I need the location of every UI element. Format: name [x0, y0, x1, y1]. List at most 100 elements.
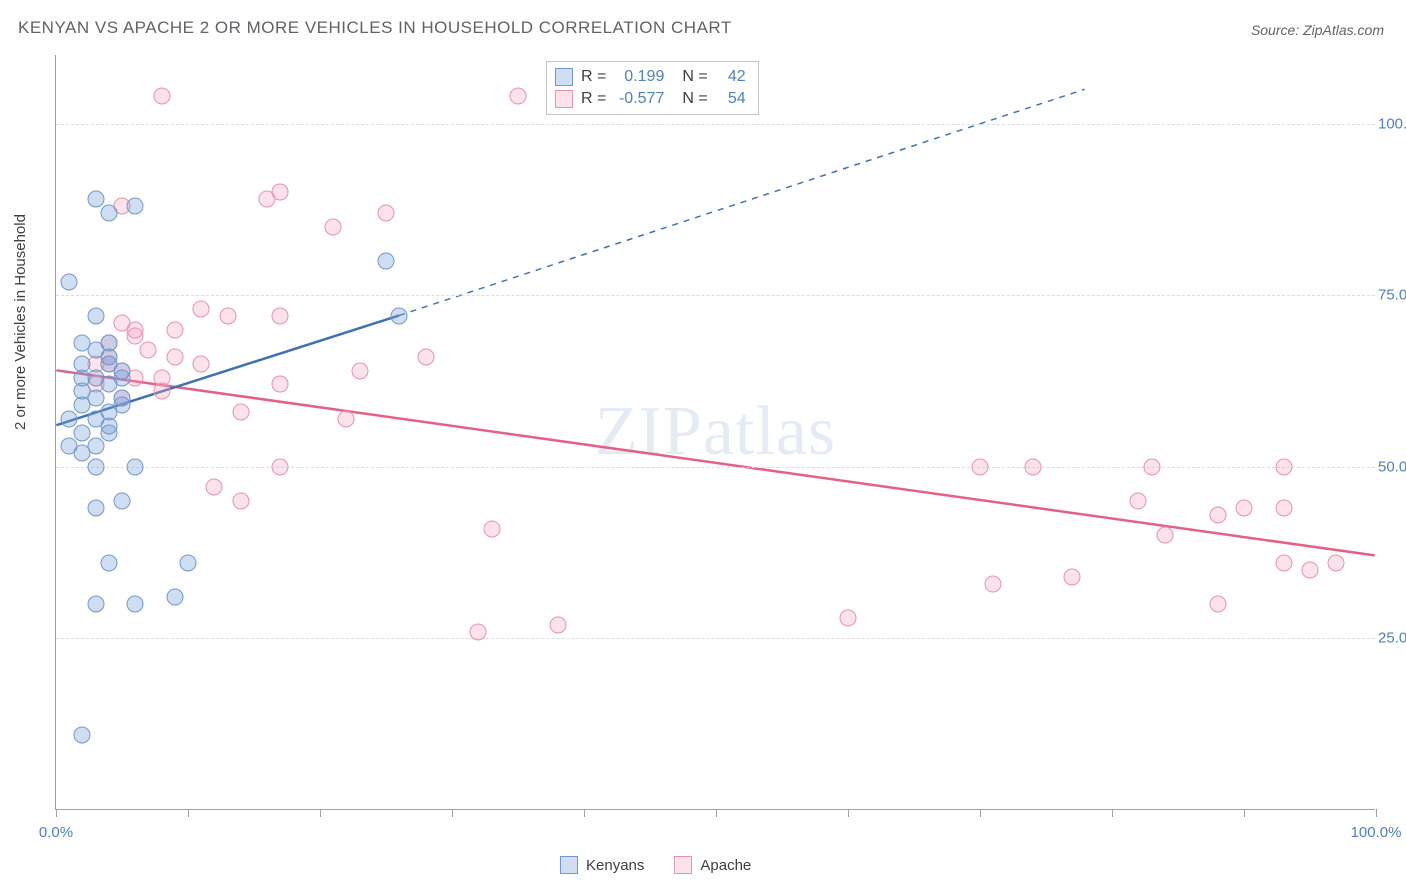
kenyans-point: [180, 554, 197, 571]
kenyans-point: [74, 726, 91, 743]
apache-point: [1275, 500, 1292, 517]
chart-container: KENYAN VS APACHE 2 OR MORE VEHICLES IN H…: [0, 0, 1406, 892]
apache-point: [325, 218, 342, 235]
kenyans-point: [87, 191, 104, 208]
apache-point: [1328, 554, 1345, 571]
kenyans-point: [87, 500, 104, 517]
r-label: R =: [581, 88, 606, 110]
apache-point: [140, 342, 157, 359]
kenyans-point: [114, 369, 131, 386]
regression-lines-layer: [56, 55, 1375, 809]
apache-point: [338, 410, 355, 427]
apache-swatch-icon: [555, 90, 573, 108]
stats-row-apache: R = -0.577 N = 54: [555, 88, 746, 110]
kenyans-point: [391, 307, 408, 324]
kenyans-swatch-icon: [555, 68, 573, 86]
kenyans-point: [87, 458, 104, 475]
kenyans-point: [74, 445, 91, 462]
n-label: N =: [682, 66, 707, 88]
apache-point: [193, 355, 210, 372]
gridline: [56, 124, 1375, 125]
apache-point: [1209, 596, 1226, 613]
apache-point: [1275, 554, 1292, 571]
apache-point: [1024, 458, 1041, 475]
apache-point: [272, 376, 289, 393]
y-tick-label: 25.0%: [1378, 630, 1406, 647]
kenyans-point: [166, 589, 183, 606]
x-tick: [1376, 809, 1377, 817]
apache-point: [193, 300, 210, 317]
apache-point: [1064, 568, 1081, 585]
y-tick-label: 50.0%: [1378, 458, 1406, 475]
x-tick: [1244, 809, 1245, 817]
n-value: 54: [716, 88, 746, 110]
apache-point: [1156, 527, 1173, 544]
source-label: Source: ZipAtlas.com: [1251, 22, 1384, 38]
y-axis-label: 2 or more Vehicles in Household: [12, 214, 29, 430]
x-tick: [320, 809, 321, 817]
x-tick: [1112, 809, 1113, 817]
apache-point: [972, 458, 989, 475]
kenyans-point: [127, 596, 144, 613]
apache-point: [127, 321, 144, 338]
gridline: [56, 295, 1375, 296]
kenyans-point: [100, 417, 117, 434]
apache-swatch-icon: [674, 856, 692, 874]
apache-point: [483, 520, 500, 537]
apache-point: [351, 362, 368, 379]
apache-point: [153, 88, 170, 105]
gridline: [56, 638, 1375, 639]
kenyans-point: [100, 204, 117, 221]
kenyans-point: [74, 424, 91, 441]
x-tick: [584, 809, 585, 817]
apache-point: [166, 349, 183, 366]
x-tick: [716, 809, 717, 817]
n-label: N =: [682, 88, 707, 110]
legend-label: Kenyans: [586, 857, 644, 874]
x-tick: [452, 809, 453, 817]
apache-point: [1302, 561, 1319, 578]
y-tick-label: 75.0%: [1378, 287, 1406, 304]
kenyans-point: [74, 355, 91, 372]
stats-row-kenyans: R =0.199N =42: [555, 66, 746, 88]
apache-point: [219, 307, 236, 324]
kenyans-point: [378, 252, 395, 269]
apache-point: [549, 616, 566, 633]
kenyans-point: [87, 369, 104, 386]
kenyans-point: [61, 410, 78, 427]
kenyans-swatch-icon: [560, 856, 578, 874]
apache-point: [1275, 458, 1292, 475]
apache-point: [232, 403, 249, 420]
apache-point: [272, 184, 289, 201]
y-tick-label: 100.0%: [1378, 115, 1406, 132]
kenyans-point: [114, 493, 131, 510]
x-tick: [848, 809, 849, 817]
x-tick-label: 100.0%: [1351, 824, 1402, 841]
apache-point: [1209, 506, 1226, 523]
kenyans-point: [87, 307, 104, 324]
apache-point: [232, 493, 249, 510]
kenyans-point: [114, 397, 131, 414]
kenyans-point: [61, 273, 78, 290]
stats-box: R =0.199N =42R =-0.577N =54: [546, 61, 759, 115]
x-tick: [980, 809, 981, 817]
apache-point: [206, 479, 223, 496]
r-value: 0.199: [614, 66, 664, 88]
legend-item-apache: Apache: [674, 856, 751, 874]
plot-area: ZIPatlas R =0.199N =42R =-0.577N =54 25.…: [55, 55, 1375, 810]
r-value: -0.577: [614, 88, 664, 110]
apache-point: [840, 609, 857, 626]
apache-point: [510, 88, 527, 105]
apache-point: [1236, 500, 1253, 517]
apache-point: [166, 321, 183, 338]
apache-point: [272, 458, 289, 475]
kenyans-point: [100, 335, 117, 352]
apache-point: [1130, 493, 1147, 510]
apache-point: [417, 349, 434, 366]
x-tick: [188, 809, 189, 817]
r-label: R =: [581, 66, 606, 88]
apache-point: [153, 369, 170, 386]
legend-label: Apache: [700, 857, 751, 874]
bottom-legend: Kenyans Apache: [560, 856, 751, 874]
x-tick-label: 0.0%: [39, 824, 73, 841]
